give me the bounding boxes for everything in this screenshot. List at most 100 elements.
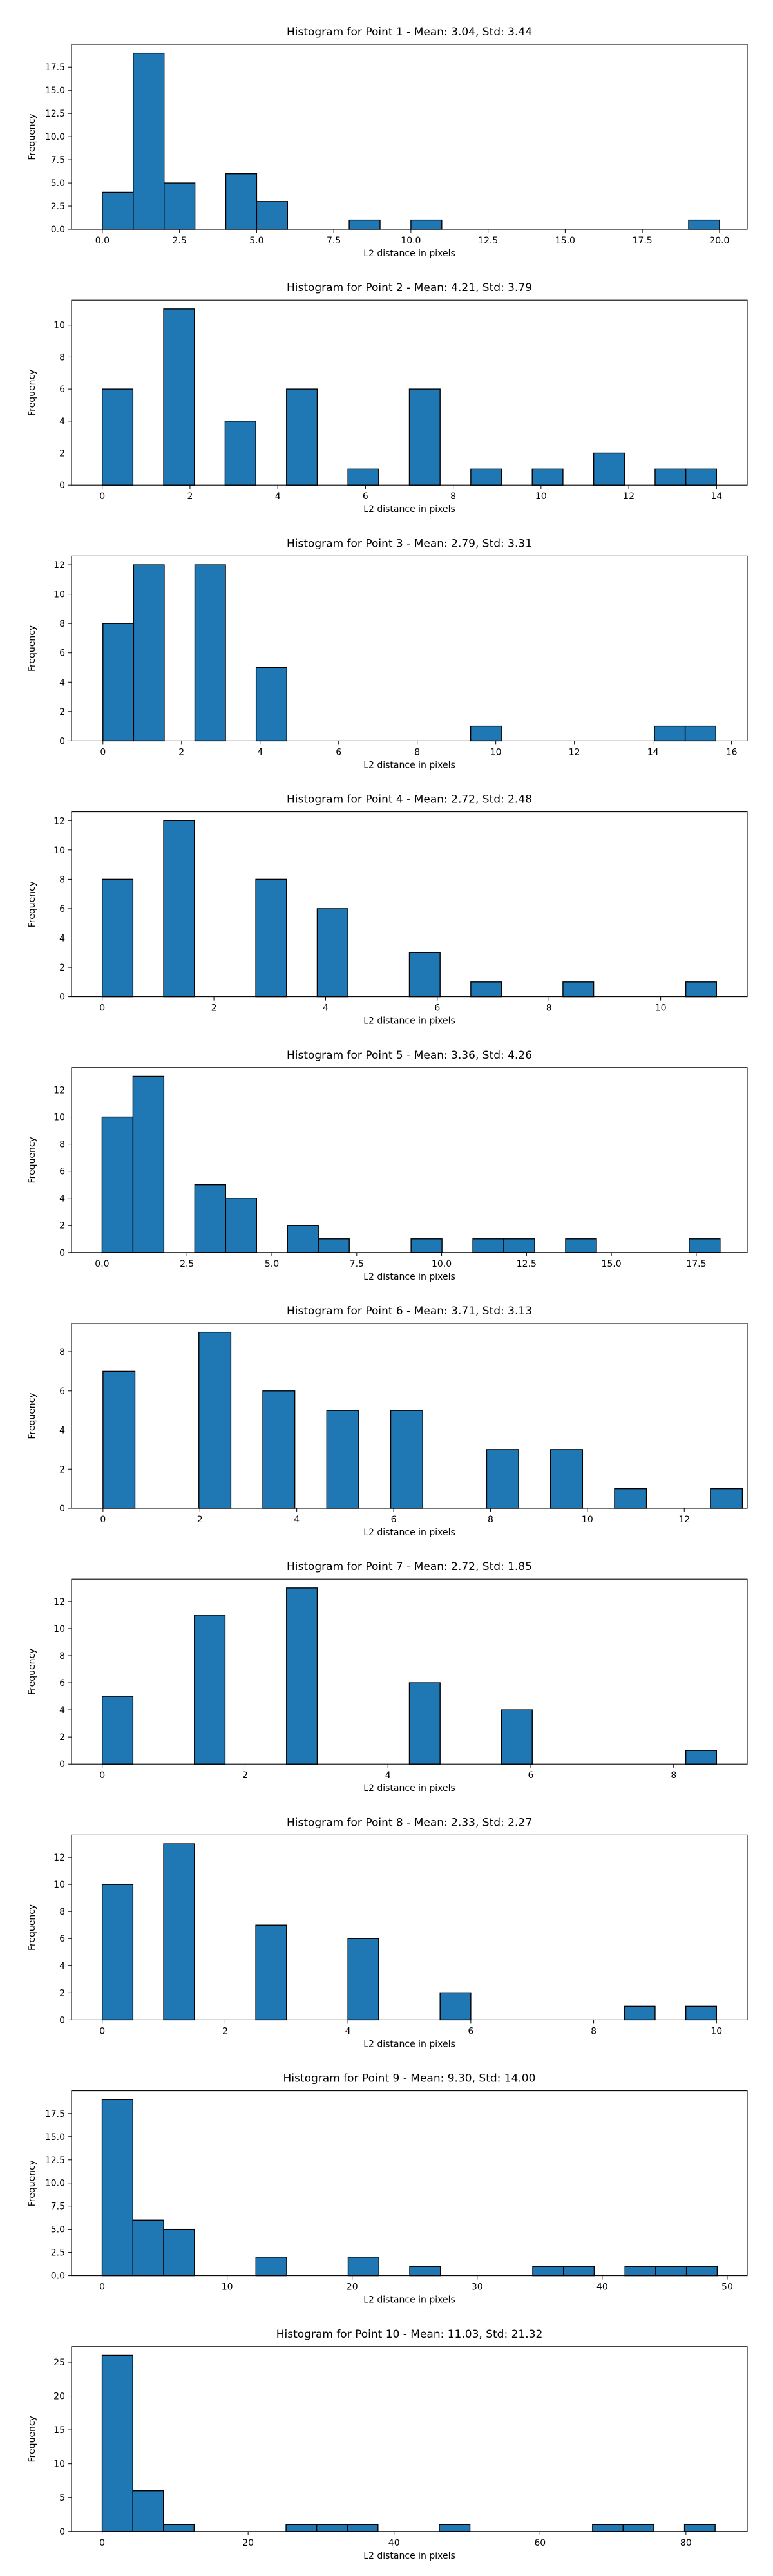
x-tick-label: 30 [472, 2282, 483, 2293]
histogram-bar [318, 1238, 350, 1253]
histogram-bar [102, 623, 135, 742]
x-tick-label: 4 [294, 1515, 300, 1525]
histogram-bar [101, 1116, 134, 1253]
y-tick-label: 7.5 [51, 155, 65, 166]
x-axis-ticks: 0 20 40 60 80 [99, 2531, 692, 2548]
y-tick-label: 0 [59, 1759, 65, 1770]
chart-panel-2: Histogram for Point 2 - Mean: 4.21, Std:… [27, 281, 748, 515]
x-tick-label: 0 [100, 747, 106, 757]
y-tick-label: 17.5 [45, 2109, 65, 2119]
histogram-bar [501, 1709, 533, 1765]
histogram-bar [410, 219, 443, 230]
histogram-bar [410, 1238, 443, 1253]
bar-series [101, 1843, 718, 2021]
x-tick-label: 60 [534, 2538, 546, 2548]
histogram-bar [685, 981, 718, 998]
histogram-bar [133, 52, 165, 230]
y-tick-label: 0 [59, 2527, 65, 2537]
y-tick-label: 12 [53, 1085, 65, 1095]
histogram-bar [163, 820, 195, 998]
histogram-bar [163, 308, 195, 486]
histogram-bar [624, 2005, 656, 2021]
histogram-bar [102, 1370, 136, 1509]
x-tick-label: 6 [468, 2026, 473, 2036]
x-tick-label: 4 [275, 491, 281, 502]
x-tick-label: 15.0 [602, 1259, 622, 1269]
x-tick-label: 4 [257, 747, 263, 757]
x-tick-label: 80 [680, 2538, 692, 2548]
x-axis-ticks: 0.0 2.5 5.0 7.5 10.0 12.5 15.0 17.5 20.0 [95, 229, 729, 246]
histogram-bar [163, 2524, 195, 2532]
x-tick-label: 0.0 [95, 236, 110, 246]
histogram-bar [255, 667, 287, 742]
x-tick-label: 6 [336, 747, 341, 757]
y-axis-label: Frequency [27, 881, 37, 927]
y-tick-label: 5.0 [51, 2225, 65, 2235]
y-axis-label: Frequency [27, 1649, 37, 1695]
x-tick-label: 14 [647, 747, 659, 757]
bar-series [101, 2099, 718, 2277]
y-axis-label: Frequency [27, 1392, 37, 1439]
y-tick-label: 15.0 [45, 86, 65, 96]
x-axis-label: L2 distance in pixels [363, 2551, 455, 2561]
y-axis-label: Frequency [27, 2416, 37, 2462]
plot-frame [71, 555, 748, 741]
y-tick-label: 12.5 [45, 109, 65, 119]
histogram-bar [132, 2490, 164, 2532]
x-tick-label: 20 [242, 2538, 254, 2548]
x-tick-label: 40 [596, 2282, 608, 2293]
histogram-bar [316, 2524, 348, 2532]
x-axis-label: L2 distance in pixels [363, 760, 455, 770]
y-tick-label: 8 [59, 1907, 65, 1917]
chart-title: Histogram for Point 10 - Mean: 11.03, St… [276, 2328, 543, 2341]
histogram-bar [132, 1075, 165, 1253]
x-tick-label: 20.0 [709, 236, 729, 246]
y-tick-label: 10 [53, 1113, 65, 1123]
histogram-bar [408, 388, 441, 486]
x-tick-label: 6 [528, 1770, 534, 1781]
x-axis-ticks: 0 2 4 6 8 10 [99, 2020, 722, 2036]
y-tick-label: 4 [59, 933, 65, 943]
x-tick-label: 10.0 [401, 236, 421, 246]
x-tick-label: 4 [385, 1770, 391, 1781]
chart-panel-10: Histogram for Point 10 - Mean: 11.03, St… [27, 2328, 748, 2561]
x-tick-label: 8 [546, 1003, 552, 1014]
y-tick-label: 10.0 [45, 132, 65, 142]
histogram-bar [286, 1587, 318, 1765]
chart-panel-6: Histogram for Point 6 - Mean: 3.71, Std:… [27, 1305, 748, 1538]
histogram-bar [390, 1410, 423, 1509]
y-tick-label: 2 [59, 1221, 65, 1231]
x-tick-label: 12 [678, 1515, 690, 1525]
y-axis-label: Frequency [27, 1904, 37, 1951]
histogram-bar [194, 564, 226, 742]
y-tick-label: 0.0 [51, 225, 65, 235]
bar-series [101, 1075, 721, 1253]
y-tick-label: 6 [59, 1678, 65, 1689]
histogram-bar [562, 981, 595, 998]
histogram-bar [101, 1696, 134, 1765]
y-tick-label: 8 [59, 619, 65, 629]
y-tick-label: 4 [59, 677, 65, 688]
x-tick-label: 2 [197, 1515, 203, 1525]
histogram-bar [316, 908, 348, 998]
histogram-bar [347, 2257, 379, 2277]
histogram-bar [439, 2524, 471, 2532]
chart-panel-3: Histogram for Point 3 - Mean: 2.79, Std:… [27, 537, 748, 770]
x-tick-label: 8 [450, 491, 456, 502]
x-tick-label: 8 [488, 1515, 493, 1525]
x-axis-label: L2 distance in pixels [363, 1272, 455, 1282]
histogram-bar [225, 1197, 257, 1253]
y-tick-label: 4 [59, 1194, 65, 1204]
y-tick-label: 8 [59, 352, 65, 363]
x-tick-label: 10 [535, 491, 547, 502]
x-tick-label: 2.5 [180, 1259, 194, 1269]
histogram-bar [470, 725, 502, 742]
x-axis-label: L2 distance in pixels [363, 2039, 455, 2049]
y-tick-label: 8 [59, 875, 65, 885]
x-tick-label: 10 [655, 1003, 667, 1014]
histogram-bar [255, 1924, 287, 2021]
x-tick-label: 2 [178, 747, 184, 757]
x-axis-label: L2 distance in pixels [363, 1528, 455, 1538]
y-axis-ticks: 0 2 4 6 8 10 12 [53, 1853, 72, 2025]
x-axis-ticks: 0 10 20 30 40 50 [99, 2275, 733, 2293]
